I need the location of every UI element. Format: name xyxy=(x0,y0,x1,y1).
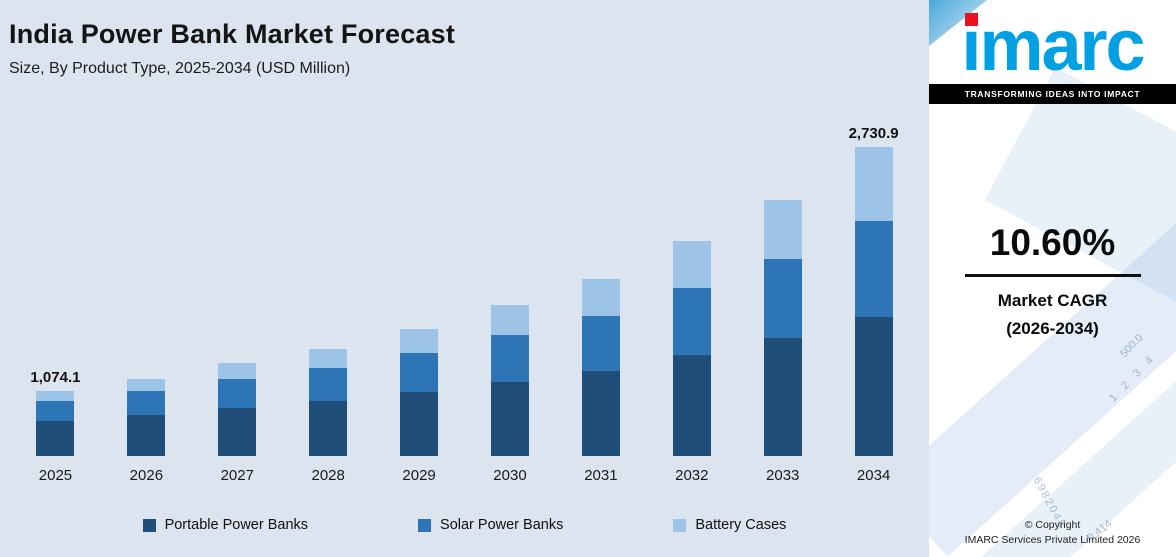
legend-item-battery: Battery Cases xyxy=(673,517,786,533)
bar-segment-solar xyxy=(854,221,893,317)
bar-segment-solar xyxy=(763,259,802,338)
bar-stack xyxy=(581,279,620,456)
chart-header: India Power Bank Market Forecast Size, B… xyxy=(0,0,929,80)
bar-segment-portable xyxy=(36,421,75,456)
x-axis-label: 2033 xyxy=(766,467,800,484)
imarc-logo: ımarc xyxy=(929,8,1176,84)
bar-segment-solar xyxy=(672,288,711,355)
bar-segment-battery xyxy=(400,329,439,353)
bar-segment-portable xyxy=(854,317,893,456)
bar-segment-solar xyxy=(36,401,75,421)
bar-stack xyxy=(400,329,439,456)
cagr-period: (2026-2034) xyxy=(1006,319,1099,338)
brand-panel: 500.0 1 2 3 4 6982048 0.414 ımarc TRANSF… xyxy=(929,0,1176,557)
bar-segment-portable xyxy=(218,408,257,456)
bar-segment-solar xyxy=(127,391,166,415)
chart-subtitle: Size, By Product Type, 2025-2034 (USD Mi… xyxy=(9,60,351,77)
bar-stack xyxy=(309,349,348,456)
copyright: © Copyright IMARC Services Private Limit… xyxy=(929,518,1176,548)
bar-stack xyxy=(672,241,711,456)
x-axis-label: 2032 xyxy=(675,467,709,484)
x-axis-label: 2034 xyxy=(856,467,891,484)
legend-swatch-portable xyxy=(142,518,156,532)
x-axis-label: 2031 xyxy=(584,467,618,484)
legend-label-battery: Battery Cases xyxy=(695,517,787,533)
bar-group-2033: 2033 xyxy=(737,178,828,483)
bar-group-2032: 2032 xyxy=(646,219,737,483)
imarc-logo-text: ımarc xyxy=(961,6,1145,86)
logo-letter-i: ı xyxy=(961,6,981,86)
bar-segment-portable xyxy=(763,338,802,456)
bar-segment-portable xyxy=(127,415,166,456)
bar-segment-portable xyxy=(581,371,620,456)
bar-group-2028: 2028 xyxy=(283,327,374,483)
bar-stack xyxy=(763,200,802,456)
x-axis-label: 2026 xyxy=(129,467,164,484)
bar-segment-battery xyxy=(763,200,802,259)
cagr-value: 10.60% xyxy=(989,222,1116,263)
copyright-line2: IMARC Services Private Limited 2026 xyxy=(964,534,1141,546)
bar-segment-battery xyxy=(854,147,893,221)
x-axis-label: 2029 xyxy=(402,467,436,484)
bar-segment-battery xyxy=(36,391,75,401)
x-axis-label: 2030 xyxy=(493,467,527,484)
chart-plot: 1,074.1 2025 2026 2027 2028 2029 2030 2031 2032 2… xyxy=(0,124,929,483)
logo-letters-rest: marc xyxy=(979,6,1145,86)
copyright-line1: © Copyright xyxy=(1024,519,1081,531)
bar-segment-battery xyxy=(218,363,257,379)
bar-segment-battery xyxy=(672,241,711,288)
legend-item-solar: Solar Power Banks xyxy=(418,517,563,533)
bar-segment-portable xyxy=(490,382,529,456)
bar-segment-battery xyxy=(309,349,348,368)
bar-segment-portable xyxy=(309,401,348,456)
legend-label-portable: Portable Power Banks xyxy=(164,517,309,533)
bar-segment-solar xyxy=(490,335,529,382)
legend-swatch-solar xyxy=(418,518,432,532)
bar-segment-portable xyxy=(672,355,711,456)
imarc-tagline: TRANSFORMING IDEAS INTO IMPACT xyxy=(929,84,1176,104)
x-axis-label: 2028 xyxy=(311,467,345,484)
bar-stack xyxy=(218,363,257,456)
bar-stack xyxy=(127,379,166,456)
bar-group-2025: 1,074.1 2025 xyxy=(10,369,101,483)
bar-segment-battery xyxy=(581,279,620,316)
bar-segment-solar xyxy=(581,316,620,371)
cagr-block: 10.60% Market CAGR (2026-2034) xyxy=(929,222,1176,339)
legend-label-solar: Solar Power Banks xyxy=(440,517,564,533)
bar-group-2034: 2,730.9 2034 xyxy=(828,125,919,483)
bar-total-label: 2,730.9 xyxy=(848,125,899,142)
bar-stack xyxy=(490,305,529,456)
bar-segment-portable xyxy=(400,392,439,456)
x-axis-label: 2025 xyxy=(38,467,73,484)
bar-segment-solar xyxy=(400,353,439,392)
bar-segment-battery xyxy=(127,379,166,391)
bar-segment-solar xyxy=(309,368,348,401)
chart-legend: Portable Power Banks Solar Power Banks B… xyxy=(0,517,929,533)
chart-area: India Power Bank Market Forecast Size, B… xyxy=(0,0,929,557)
legend-swatch-battery xyxy=(673,518,687,532)
bar-group-2029: 2029 xyxy=(374,307,465,483)
bar-stack xyxy=(854,147,893,456)
bar-stack xyxy=(36,391,75,456)
bar-total-label: 1,074.1 xyxy=(30,369,81,386)
cagr-label: Market CAGR xyxy=(997,291,1108,310)
cagr-underline xyxy=(964,274,1141,277)
legend-item-portable: Portable Power Banks xyxy=(142,517,309,533)
chart-title: India Power Bank Market Forecast xyxy=(9,19,456,49)
bar-group-2027: 2027 xyxy=(192,341,283,483)
bar-segment-battery xyxy=(490,305,529,335)
bar-group-2026: 2026 xyxy=(101,357,192,483)
x-axis-label: 2027 xyxy=(220,467,254,484)
bar-group-2030: 2030 xyxy=(465,283,556,483)
bar-group-2031: 2031 xyxy=(555,257,646,483)
bar-segment-solar xyxy=(218,379,257,408)
